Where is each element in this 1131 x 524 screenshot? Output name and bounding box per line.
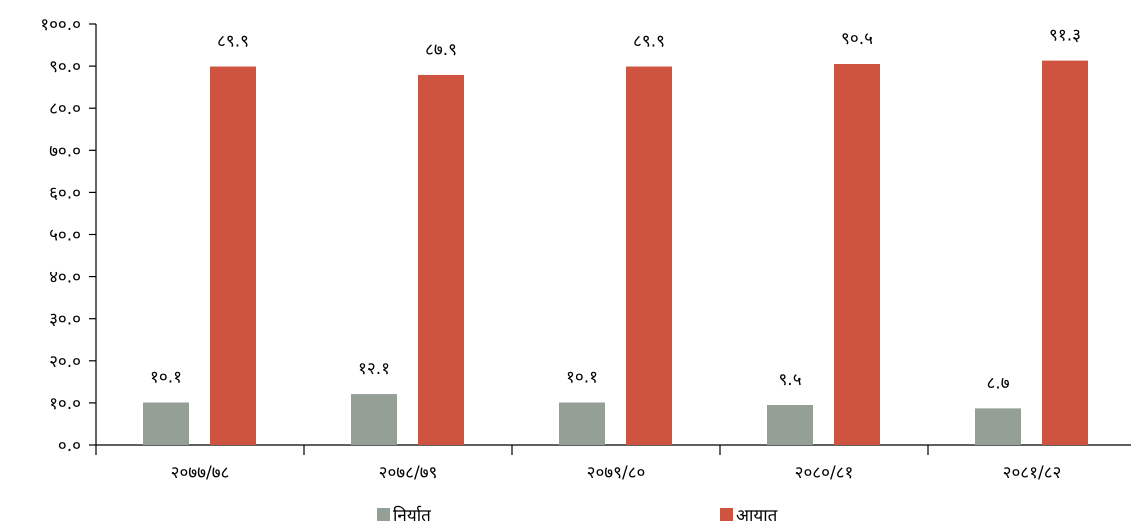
bars: १०.१ १२.१ १०.१ ९.५ ८.७ ८९.९ ८७.९ ८९.९ ९०.५ ९१.३ bbox=[143, 26, 1088, 446]
y-tick-label: २०.० bbox=[49, 352, 81, 372]
bar bbox=[975, 408, 1021, 445]
x-tick-label: २०७७/७८ bbox=[171, 463, 230, 483]
y-tick-label: ०.० bbox=[58, 436, 81, 456]
data-label: १०.१ bbox=[566, 367, 598, 387]
bar bbox=[210, 66, 256, 446]
x-tick-label: २०८१/८२ bbox=[1003, 463, 1062, 483]
legend-label: आयात bbox=[736, 506, 778, 524]
y-tick-label: ५०.० bbox=[49, 226, 81, 246]
legend: निर्यात आयात bbox=[377, 505, 778, 524]
y-tick-label: ८०.० bbox=[49, 99, 81, 119]
legend-swatch bbox=[377, 508, 390, 521]
data-label: १०.१ bbox=[150, 367, 182, 387]
bar bbox=[1042, 60, 1088, 445]
bar bbox=[834, 63, 880, 446]
y-tick-label: १०.० bbox=[49, 394, 81, 414]
y-axis: ०.० १०.० २०.० ३०.० ४०.० ५०.० ६०.० ७०.० ८०.० ९०.० १… bbox=[40, 15, 97, 456]
legend-swatch bbox=[720, 508, 733, 521]
data-label: ८७.९ bbox=[425, 40, 457, 60]
data-label: ९१.३ bbox=[1049, 26, 1081, 46]
y-tick-label: ४०.० bbox=[49, 268, 81, 288]
y-tick-label: १००.० bbox=[40, 15, 81, 35]
y-tick-label: ३०.० bbox=[49, 310, 81, 330]
bar bbox=[351, 394, 397, 445]
bar bbox=[767, 405, 813, 445]
y-tick-label: ६०.० bbox=[49, 183, 81, 203]
data-label: ८९.९ bbox=[633, 32, 665, 52]
x-tick-label: २०८०/८१ bbox=[795, 463, 854, 483]
x-axis: २०७७/७८ २०७८/७९ २०७९/८० २०८०/८१ २०८१/८२ bbox=[96, 444, 1131, 483]
bar bbox=[143, 402, 189, 445]
bar bbox=[559, 402, 605, 445]
x-tick-label: २०७८/७९ bbox=[379, 463, 438, 483]
data-label: ८.७ bbox=[986, 373, 1009, 393]
data-label: ९.५ bbox=[778, 370, 801, 390]
y-tick-label: ९०.० bbox=[49, 57, 81, 77]
legend-label: निर्यात bbox=[393, 505, 431, 524]
x-tick-label: २०७९/८० bbox=[587, 463, 646, 483]
bar bbox=[626, 66, 672, 446]
data-label: १२.१ bbox=[358, 359, 390, 379]
data-label: ९०.५ bbox=[841, 29, 873, 49]
data-label: ८९.९ bbox=[217, 32, 249, 52]
bar bbox=[418, 74, 464, 445]
y-tick-label: ७०.० bbox=[49, 141, 81, 161]
